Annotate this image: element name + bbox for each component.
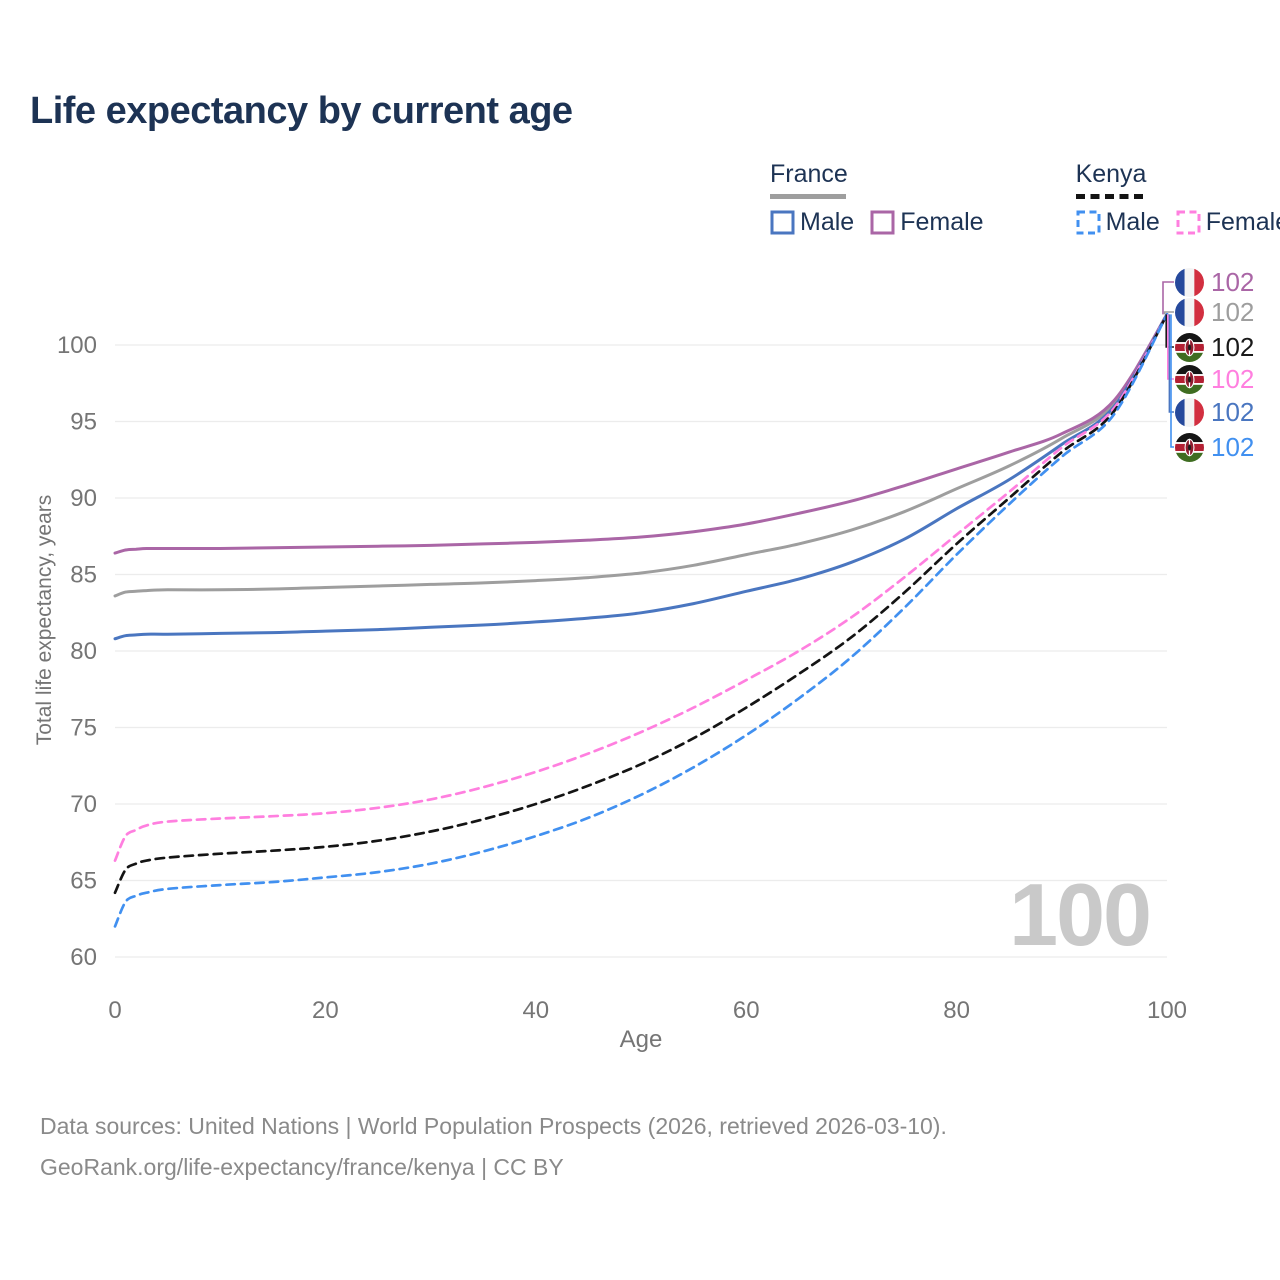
kenya-flag-icon xyxy=(1175,432,1204,462)
legend-kenya-label: Kenya xyxy=(1075,160,1147,188)
chart-legend: France Male Female xyxy=(770,160,1280,237)
france-male-swatch-icon xyxy=(770,210,795,234)
attribution-line: GeoRank.org/life-expectancy/france/kenya… xyxy=(40,1154,564,1180)
y-axis-title: Total life expectancy, years xyxy=(33,494,56,746)
end-value: 102 xyxy=(1211,266,1255,297)
legend-label: Female xyxy=(900,207,984,236)
end-value: 102 xyxy=(1211,363,1255,394)
kenya-flag-icon xyxy=(1175,364,1204,394)
legend-kenya-female: Female xyxy=(1176,208,1280,237)
y-tick-label: 85 xyxy=(70,562,97,589)
end-value: 102 xyxy=(1211,296,1255,327)
france-female-swatch-icon xyxy=(870,210,895,234)
y-tick-label: 95 xyxy=(70,409,97,436)
data-source-line: Data sources: United Nations | World Pop… xyxy=(40,1113,947,1139)
france-flag-icon xyxy=(1175,267,1204,297)
y-tick-label: 90 xyxy=(70,485,97,512)
legend-label: Female xyxy=(1205,207,1280,236)
legend-group-france: France Male Female xyxy=(770,160,984,237)
line-france-total xyxy=(113,312,1169,598)
y-tick-label: 60 xyxy=(70,944,97,971)
legend-france-label: France xyxy=(770,160,848,188)
line-kenya-male xyxy=(113,313,1169,928)
series-end-label: 102 xyxy=(1175,364,1254,394)
kenya-male-swatch-icon xyxy=(1076,210,1101,234)
end-value: 102 xyxy=(1211,431,1255,462)
legend-label: Male xyxy=(800,207,855,236)
line-kenya-total xyxy=(113,313,1169,895)
line-kenya-female xyxy=(113,313,1169,862)
x-tick-label: 40 xyxy=(522,997,549,1024)
end-label-connector xyxy=(1170,314,1174,448)
source-footer: Data sources: United Nations | World Pop… xyxy=(40,1106,947,1188)
series-end-label: 102 xyxy=(1175,332,1254,362)
y-tick-label: 65 xyxy=(70,868,97,895)
line-france-female xyxy=(113,312,1169,555)
end-label-connector xyxy=(1167,314,1174,380)
legend-label: Male xyxy=(1105,207,1160,236)
legend-france-male: Male xyxy=(770,208,854,237)
france-solid-line-swatch xyxy=(770,194,846,199)
end-value: 102 xyxy=(1211,331,1255,362)
line-france-male xyxy=(113,312,1169,641)
y-tick-label: 100 xyxy=(57,332,97,359)
france-flag-icon xyxy=(1175,397,1204,427)
kenya-dashed-line-swatch xyxy=(1075,194,1144,199)
kenya-female-swatch-icon xyxy=(1176,210,1201,234)
x-tick-label: 0 xyxy=(108,997,121,1024)
y-tick-label: 70 xyxy=(70,791,97,818)
y-tick-label: 80 xyxy=(70,638,97,665)
series-end-label: 102 xyxy=(1175,432,1254,462)
end-label-connector xyxy=(1162,281,1174,315)
x-axis-title: Age xyxy=(619,1026,663,1053)
x-tick-label: 80 xyxy=(943,997,970,1024)
page-title: Life expectancy by current age xyxy=(30,90,573,132)
series-end-label: 102 xyxy=(1175,297,1254,327)
end-label-connector xyxy=(1163,311,1174,315)
series-end-label: 102 xyxy=(1175,267,1254,297)
x-tick-label: 20 xyxy=(312,997,339,1024)
legend-group-kenya: Kenya Male Female xyxy=(1075,160,1280,237)
end-value: 102 xyxy=(1211,396,1255,427)
kenya-flag-icon xyxy=(1175,332,1204,362)
x-tick-label: 60 xyxy=(733,997,760,1024)
france-flag-icon xyxy=(1175,297,1204,327)
legend-kenya-male: Male xyxy=(1076,208,1160,237)
x-tick-label: 100 xyxy=(1147,997,1187,1024)
series-end-label: 102 xyxy=(1175,397,1254,427)
end-label-connector xyxy=(1168,314,1174,413)
y-tick-label: 75 xyxy=(70,715,97,742)
legend-france-female: Female xyxy=(870,207,984,237)
age-counter-watermark: 100 xyxy=(1009,865,1152,964)
